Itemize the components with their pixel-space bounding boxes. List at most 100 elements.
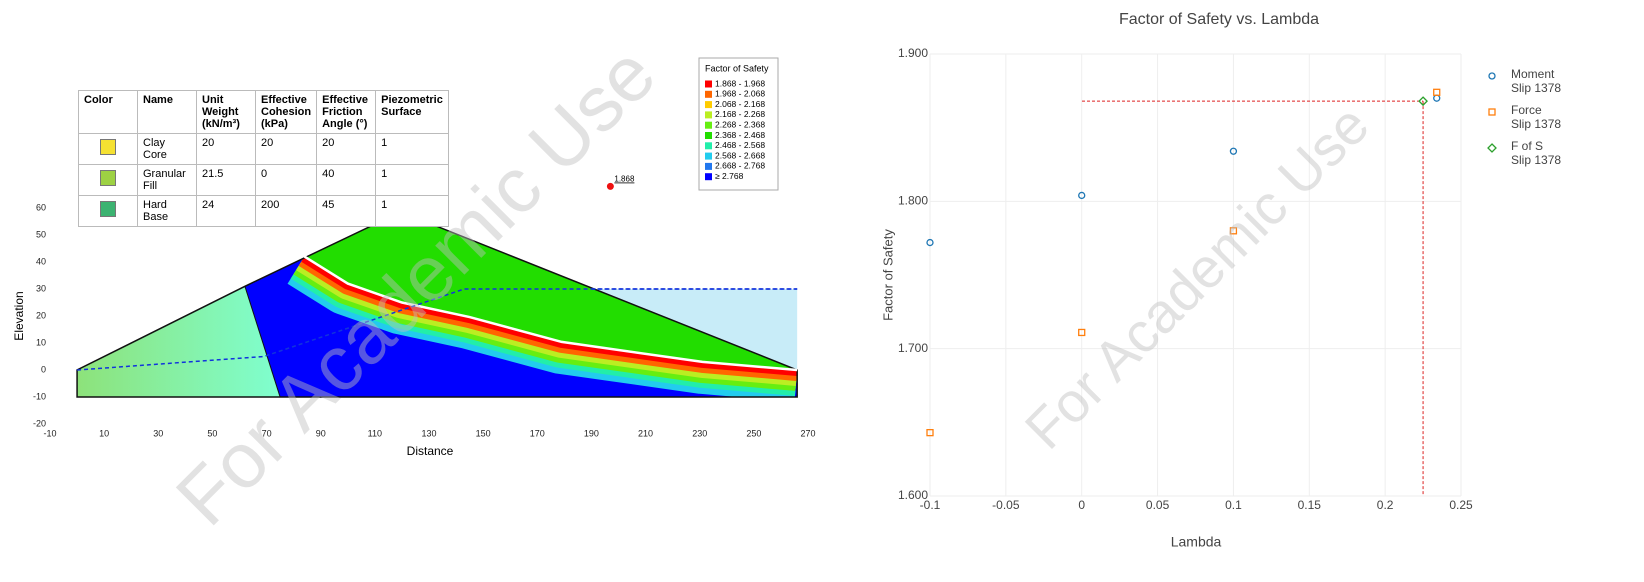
x-tick-label: 0.1 <box>1225 498 1242 512</box>
table-cell: 21.5 <box>196 164 256 196</box>
material-row: Granular Fill 21.5 0 40 1 <box>78 164 449 196</box>
legend-swatch <box>705 162 712 170</box>
header-cell: Piezometric Surface <box>375 90 449 134</box>
legend-label: 2.268 - 2.368 <box>715 119 765 129</box>
y-tick-label: 10 <box>36 337 46 347</box>
legend-label: 2.168 - 2.268 <box>715 109 765 119</box>
y-tick-label: 1.600 <box>898 488 928 502</box>
color-cell <box>78 164 138 196</box>
x-tick-label: 210 <box>638 428 653 438</box>
table-cell: 1 <box>375 195 449 227</box>
legend-label: 2.568 - 2.668 <box>715 150 765 160</box>
legend-swatch <box>705 121 712 129</box>
x-tick-label: 70 <box>262 428 272 438</box>
color-cell <box>78 195 138 227</box>
legend-label: F of S Slip 1378 <box>1511 139 1562 167</box>
x-tick-label: 0.15 <box>1298 498 1322 512</box>
table-cell: Granular Fill <box>137 164 197 196</box>
slip-mass <box>304 224 798 370</box>
y-tick-label: 30 <box>36 283 46 293</box>
y-axis-title: Elevation <box>12 291 26 340</box>
legend-label: Force Slip 1378 <box>1511 103 1562 131</box>
y-tick-label: 1.700 <box>898 341 928 355</box>
table-cell: 1 <box>375 164 449 196</box>
data-point <box>1229 227 1238 235</box>
slip-surface <box>303 255 798 372</box>
table-cell: 45 <box>316 195 377 227</box>
color-cell <box>78 133 138 165</box>
legend-symbol <box>1488 108 1496 116</box>
x-tick-label: 0.2 <box>1377 498 1394 512</box>
material-swatch <box>100 170 116 186</box>
table-cell: 20 <box>316 133 377 165</box>
x-tick-label: -0.1 <box>920 498 941 512</box>
legend-symbol <box>1488 72 1496 80</box>
header-row: Color Name Unit Weight (kN/m³) Effective Co… <box>78 90 449 134</box>
legend-label: 2.368 - 2.468 <box>715 130 765 140</box>
header-cell: Color <box>78 90 138 134</box>
legend-label: 1.968 - 2.068 <box>715 89 765 99</box>
x-tick-label: 90 <box>316 428 326 438</box>
material-swatch <box>100 139 116 155</box>
x-tick-label: 30 <box>153 428 163 438</box>
x-tick-label: 0.05 <box>1146 498 1170 512</box>
x-tick-label: 150 <box>476 428 491 438</box>
legend-swatch <box>705 101 712 109</box>
legend-box <box>698 57 779 191</box>
table-cell: Hard Base <box>137 195 197 227</box>
table-cell: 200 <box>254 195 318 227</box>
data-point <box>1078 328 1086 337</box>
legend-label: 2.668 - 2.768 <box>715 161 765 171</box>
x-tick-label: 10 <box>99 428 109 438</box>
x-tick-label: 230 <box>692 428 707 438</box>
y-tick-label: -20 <box>33 418 46 428</box>
y-tick-label: -10 <box>33 391 46 401</box>
header-cell: Effective Cohesion (kPa) <box>254 90 318 134</box>
y-axis-title: Factor of Safety <box>880 229 895 321</box>
data-point <box>926 238 934 247</box>
core-boundary <box>244 286 281 398</box>
material-row: Clay Core 20 20 20 1 <box>78 133 449 165</box>
header-cell: Name <box>137 90 197 134</box>
table-cell: 1 <box>375 133 449 165</box>
table-cell: Clay Core <box>137 133 197 165</box>
legend-title: Factor of Safety <box>705 63 769 73</box>
table-cell: 24 <box>196 195 256 227</box>
x-axis-title: Distance <box>407 444 454 458</box>
granular-zone <box>77 286 281 397</box>
legend-swatch <box>705 173 712 181</box>
legend-symbol <box>1487 143 1497 153</box>
legend-swatch <box>705 132 712 139</box>
header-cell: Unit Weight (kN/m³) <box>196 90 256 134</box>
data-point <box>1433 88 1441 96</box>
y-tick-label: 1.800 <box>898 194 928 208</box>
data-point <box>1078 191 1086 200</box>
critical-fos: 1.868 <box>614 175 635 184</box>
x-tick-label: 270 <box>800 428 815 438</box>
x-tick-label: 170 <box>530 428 545 438</box>
critical-center <box>606 182 614 190</box>
table-cell: 20 <box>196 133 256 165</box>
material-swatch <box>100 201 116 217</box>
data-point <box>1229 147 1238 155</box>
x-tick-label: 50 <box>207 428 217 438</box>
watermark: For Academic Use <box>1013 93 1381 461</box>
x-tick-label: 130 <box>421 428 436 438</box>
header-cell: Effective Friction Angle (°) <box>316 90 377 134</box>
table-cell: 20 <box>254 133 318 165</box>
x-tick-label: 110 <box>368 428 382 438</box>
data-point <box>1433 94 1441 102</box>
x-axis-title: Lambda <box>1171 534 1222 550</box>
legend-label: 2.468 - 2.568 <box>715 140 765 150</box>
legend-label: 1.868 - 1.968 <box>715 78 765 88</box>
material-row: Hard Base 24 200 45 1 <box>78 195 449 227</box>
legend-swatch <box>705 90 712 98</box>
y-tick-label: 40 <box>36 256 46 266</box>
legend-label: Moment Slip 1378 <box>1511 67 1562 95</box>
materials-table: Color Name Unit Weight (kN/m³) Effective Co… <box>78 90 449 227</box>
y-tick-label: 60 <box>36 202 46 212</box>
y-tick-label: 1.900 <box>898 46 928 60</box>
y-tick-label: 20 <box>36 310 46 320</box>
